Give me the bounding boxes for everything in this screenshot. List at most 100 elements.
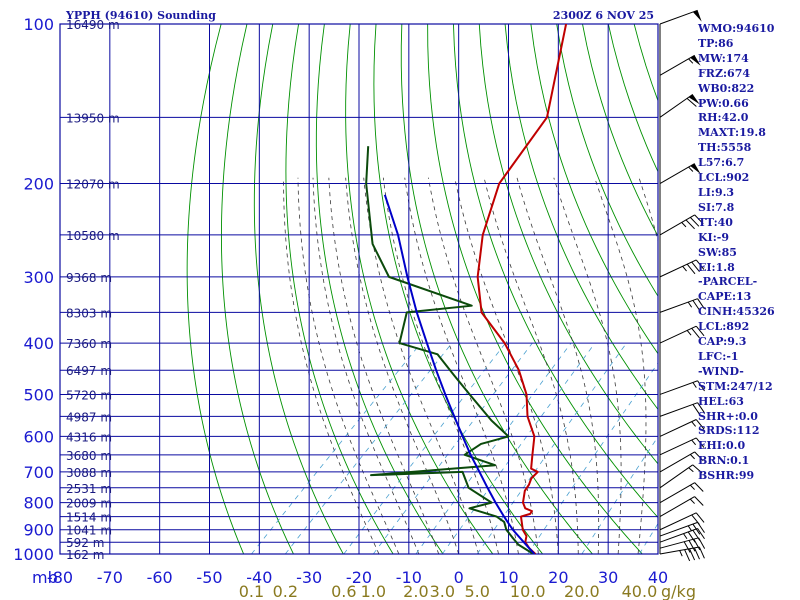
- stat-item: SHR+:0.0: [698, 409, 758, 423]
- moist-adiabat: [428, 177, 539, 554]
- wind-barb-feather: [689, 217, 700, 227]
- wind-barb-feather: [694, 451, 704, 462]
- stat-item: MAXT:19.8: [698, 126, 766, 140]
- height-label: 4987 m: [66, 410, 112, 424]
- wind-barb-half-feather: [688, 467, 694, 473]
- dry-adiabat: [453, 24, 658, 519]
- wind-barb-feather: [691, 261, 700, 273]
- wind-barb-half-feather: [692, 382, 697, 388]
- temp-tick-label: 30: [598, 568, 618, 587]
- height-label: 8303 m: [66, 306, 112, 320]
- wind-barb-feather: [697, 298, 705, 310]
- wind-barb-half-feather: [683, 533, 688, 540]
- mixing-ratio-label: 0.6: [331, 582, 356, 600]
- stat-item: BRN:0.1: [698, 454, 750, 468]
- wind-barb-half-feather: [689, 498, 695, 504]
- stat-item: FRZ:674: [698, 66, 751, 80]
- stat-item: HEL:63: [698, 394, 744, 408]
- height-label: 2531 m: [66, 482, 112, 496]
- wind-barb-half-feather: [682, 265, 687, 272]
- pressure-tick-label: 800: [23, 494, 54, 513]
- wind-barb: [659, 496, 695, 518]
- moist-adiabat: [483, 177, 579, 554]
- temp-tick-label: -10: [396, 568, 422, 587]
- wind-barb-half-feather: [681, 222, 687, 228]
- dry-adiabat: [427, 24, 643, 554]
- wind-barb-feather: [692, 300, 701, 311]
- height-label: 1041 m: [66, 524, 112, 538]
- height-label: 3680 m: [66, 449, 112, 463]
- wind-barb-feather: [692, 464, 703, 474]
- height-label: 592 m: [66, 536, 104, 550]
- temp-tick-label: 10: [498, 568, 518, 587]
- mixing-ratio-line: [527, 362, 658, 554]
- stat-item: -WIND-: [698, 364, 744, 378]
- stat-item: KI:-9: [698, 230, 729, 244]
- wind-barb-feather: [691, 327, 700, 339]
- moist-adiabat: [297, 177, 400, 554]
- height-label: 12070 m: [66, 178, 120, 192]
- wind-barb-feather: [694, 482, 704, 492]
- height-label: 9368 m: [66, 271, 112, 285]
- wind-barb-half-feather: [686, 330, 692, 336]
- stat-item: TT:40: [698, 215, 733, 229]
- stat-item: CAP:9.3: [698, 335, 747, 349]
- temp-tick-label: -70: [97, 568, 123, 587]
- stat-item: CAPE:13: [698, 290, 752, 304]
- wind-barb-half-feather: [689, 454, 695, 460]
- dewpoint-line: [365, 146, 534, 554]
- dry-adiabat: [186, 24, 245, 554]
- wind-barb-feather: [695, 259, 705, 270]
- wind-barb-feather: [691, 514, 700, 525]
- wind-barb: [659, 402, 698, 417]
- wind-barb-feather: [698, 546, 705, 559]
- temp-tick-label: 0: [454, 568, 464, 587]
- wind-barb-feather: [694, 496, 704, 506]
- wind-barb: [659, 482, 695, 504]
- wind-barb-feather: [685, 219, 695, 230]
- stat-item: RH:42.0: [698, 111, 749, 125]
- mixing-unit-label: g/kg: [661, 582, 696, 600]
- height-label: 3088 m: [66, 466, 112, 480]
- wind-barbs: [659, 9, 706, 562]
- moist-adiabat: [594, 177, 647, 554]
- moist-adiabat: [363, 177, 479, 554]
- wind-barb-feather: [683, 541, 691, 553]
- pressure-tick-label: 1000: [13, 545, 54, 564]
- moist-adiabat: [345, 177, 460, 554]
- temperature-line: [476, 24, 568, 554]
- wind-barb: [659, 419, 697, 437]
- stat-item: TH:5558: [698, 141, 752, 155]
- height-label: 10580 m: [66, 229, 120, 243]
- height-label: 162 m: [66, 548, 104, 562]
- height-label: 4316 m: [66, 430, 112, 444]
- stat-item: PW:0.66: [698, 96, 749, 110]
- stat-item: -PARCEL-: [698, 275, 758, 289]
- stat-item: CINH:45326: [698, 305, 775, 319]
- wind-barb-feather: [686, 98, 697, 107]
- pressure-unit-label: mb: [32, 568, 58, 587]
- mixing-ratio-label: 2.0: [403, 582, 428, 600]
- pressure-tick-label: 500: [23, 385, 54, 404]
- wind-barb: [659, 93, 694, 118]
- wind-barb-pennant: [690, 163, 701, 174]
- pressure-tick-label: 200: [23, 175, 54, 194]
- stat-item: EI:1.8: [698, 260, 735, 274]
- wind-barb-feather: [697, 402, 705, 414]
- wind-barb-half-feather: [689, 484, 695, 490]
- moist-adiabat: [283, 177, 380, 554]
- mixing-ratio-label: 40.0: [622, 582, 658, 600]
- temp-tick-label: -30: [296, 568, 322, 587]
- wind-barb-half-feather: [688, 58, 694, 64]
- temp-tick-label: 20: [548, 568, 568, 587]
- wind-barb: [659, 512, 697, 531]
- dry-adiabat: [285, 24, 394, 554]
- wind-barb-half-feather: [691, 421, 697, 427]
- profile-lines: [365, 24, 568, 554]
- grid-lines: [59, 23, 659, 555]
- mixing-ratio-label: 3.0: [430, 582, 455, 600]
- stat-item: MW:174: [698, 51, 749, 65]
- stat-item: TP:86: [698, 36, 734, 50]
- wind-barb-feather: [697, 528, 705, 540]
